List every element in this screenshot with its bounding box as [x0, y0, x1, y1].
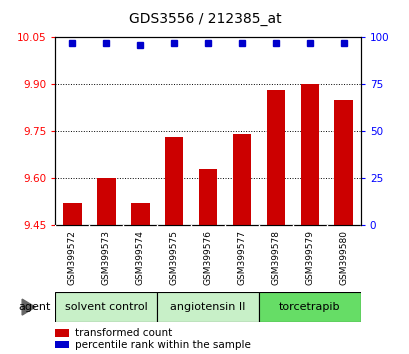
Text: GSM399576: GSM399576 [203, 230, 212, 285]
Text: GSM399579: GSM399579 [305, 230, 314, 285]
Polygon shape [22, 299, 35, 315]
Text: GSM399574: GSM399574 [135, 230, 144, 285]
Text: transformed count: transformed count [75, 328, 172, 338]
Text: GSM399577: GSM399577 [237, 230, 246, 285]
Bar [232, 134, 251, 225]
Bar [63, 203, 81, 225]
Text: GSM399580: GSM399580 [339, 230, 348, 285]
Text: GSM399575: GSM399575 [169, 230, 178, 285]
Bar [334, 100, 352, 225]
Bar [55, 329, 69, 337]
Bar [258, 292, 360, 322]
Text: GSM399578: GSM399578 [271, 230, 280, 285]
Bar [97, 178, 115, 225]
Bar [55, 341, 69, 348]
Bar [300, 84, 319, 225]
Bar [198, 169, 217, 225]
Bar [130, 203, 149, 225]
Text: GDS3556 / 212385_at: GDS3556 / 212385_at [128, 12, 281, 27]
Text: agent: agent [19, 302, 51, 312]
Bar [157, 292, 258, 322]
Bar [55, 292, 157, 322]
Text: GSM399573: GSM399573 [101, 230, 110, 285]
Text: solvent control: solvent control [65, 302, 147, 312]
Bar [164, 137, 183, 225]
Bar [266, 90, 285, 225]
Text: percentile rank within the sample: percentile rank within the sample [75, 339, 250, 350]
Text: angiotensin II: angiotensin II [170, 302, 245, 312]
Text: torcetrapib: torcetrapib [279, 302, 340, 312]
Text: GSM399572: GSM399572 [67, 230, 76, 285]
